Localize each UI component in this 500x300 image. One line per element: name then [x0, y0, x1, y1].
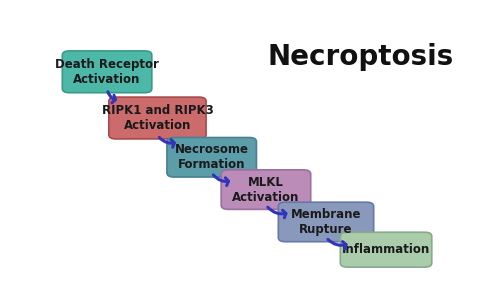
Text: Necrosome
Formation: Necrosome Formation — [174, 143, 248, 171]
Text: MLKL
Activation: MLKL Activation — [232, 176, 300, 204]
Text: Death Receptor
Activation: Death Receptor Activation — [55, 58, 159, 86]
Text: RIPK1 and RIPK3
Activation: RIPK1 and RIPK3 Activation — [102, 104, 214, 132]
Text: Necroptosis: Necroptosis — [268, 43, 454, 71]
Text: Inflammation: Inflammation — [342, 243, 430, 256]
FancyBboxPatch shape — [167, 137, 256, 177]
Text: Membrane
Rupture: Membrane Rupture — [291, 208, 361, 236]
FancyBboxPatch shape — [109, 97, 206, 139]
FancyBboxPatch shape — [278, 202, 374, 242]
FancyBboxPatch shape — [62, 51, 152, 93]
FancyBboxPatch shape — [340, 232, 432, 267]
FancyBboxPatch shape — [221, 170, 310, 209]
